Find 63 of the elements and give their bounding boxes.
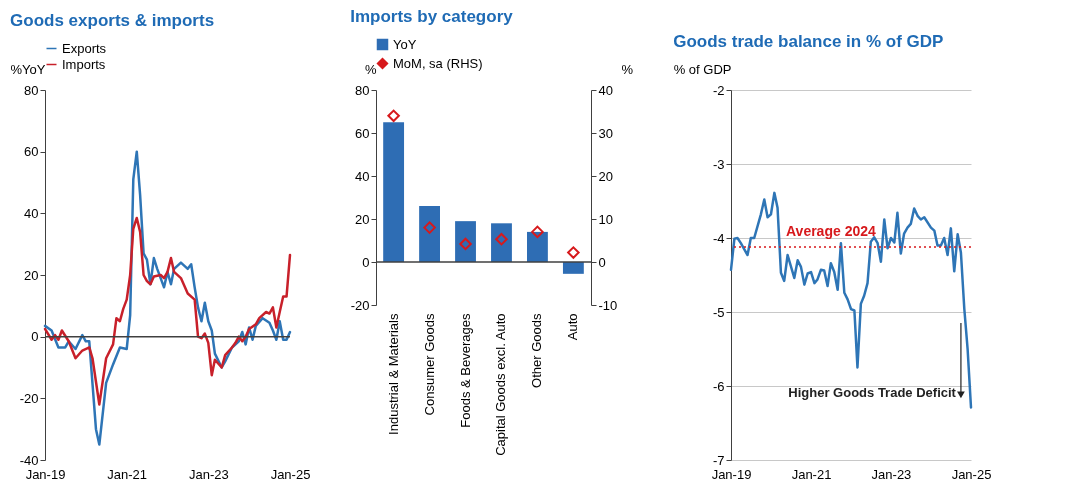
x-tick-label: Jan-19 bbox=[711, 466, 752, 482]
y-tick-label: 40 bbox=[355, 168, 370, 184]
x-tick-label: Auto bbox=[565, 313, 581, 341]
y-tick-label: -2 bbox=[712, 82, 725, 98]
bar bbox=[383, 122, 405, 262]
y2-axis-title: % bbox=[621, 61, 634, 77]
legend-label: Imports bbox=[62, 56, 106, 72]
x-tick-label: Jan-25 bbox=[951, 466, 992, 482]
legend-label: Exports bbox=[62, 40, 107, 56]
y-tick-label: 60 bbox=[24, 144, 39, 160]
y-tick-label: -3 bbox=[712, 156, 725, 172]
x-tick-label: Capital Goods excl. Auto bbox=[493, 313, 509, 456]
annotation: Higher Goods Trade Deficit bbox=[788, 385, 957, 401]
y2-tick-label: 20 bbox=[598, 168, 613, 184]
x-tick-label: Jan-23 bbox=[871, 466, 912, 482]
y-tick-label: 20 bbox=[24, 267, 39, 283]
y-tick-label: -20 bbox=[350, 297, 370, 313]
x-tick-label: Industrial & Materials bbox=[385, 313, 401, 435]
y-tick-label: -40 bbox=[19, 452, 39, 468]
bar bbox=[527, 231, 548, 262]
point bbox=[423, 221, 436, 234]
x-tick-label: Jan-21 bbox=[107, 466, 148, 482]
y-axis-title: %YoY bbox=[10, 61, 46, 77]
y-axis-title: % of GDP bbox=[673, 61, 732, 77]
bar bbox=[419, 206, 440, 262]
y2-tick-label: -10 bbox=[598, 297, 618, 313]
y-tick-label: 80 bbox=[355, 82, 370, 98]
x-tick-label: Jan-25 bbox=[270, 466, 311, 482]
point bbox=[531, 225, 544, 239]
point bbox=[387, 109, 400, 123]
y-tick-label: 0 bbox=[31, 329, 39, 345]
y-axis-title: % bbox=[364, 61, 377, 77]
x-tick-label: Consumer Goods bbox=[421, 313, 437, 416]
point bbox=[567, 246, 580, 259]
x-tick-label: Foods & Beverages bbox=[457, 313, 473, 428]
y-tick-label: -20 bbox=[19, 390, 39, 406]
x-tick-label: Jan-23 bbox=[188, 466, 229, 482]
legend-label: YoY bbox=[393, 36, 417, 52]
chart-title: Goods exports & imports bbox=[10, 11, 215, 30]
y-tick-label: 0 bbox=[362, 254, 370, 270]
y2-tick-label: 10 bbox=[598, 211, 613, 227]
ref-line-label: Average 2024 bbox=[786, 222, 876, 239]
y-tick-label: -6 bbox=[712, 378, 725, 394]
x-tick-label: Other Goods bbox=[529, 313, 545, 388]
x-tick-label: Jan-19 bbox=[25, 466, 66, 482]
chart-title: Imports by category bbox=[350, 7, 514, 26]
y-tick-label: -5 bbox=[712, 304, 725, 320]
y2-tick-label: 0 bbox=[598, 254, 606, 270]
line-series bbox=[729, 191, 973, 409]
y-tick-label: 20 bbox=[355, 211, 370, 227]
bar bbox=[491, 223, 512, 262]
y2-tick-label: 40 bbox=[598, 82, 613, 98]
chart-title: Goods trade balance in % of GDP bbox=[673, 32, 944, 51]
y-tick-label: -7 bbox=[712, 452, 725, 468]
y-tick-label: 60 bbox=[355, 125, 370, 141]
line-series bbox=[43, 216, 292, 406]
y-tick-label: -4 bbox=[712, 230, 725, 246]
y-tick-label: 80 bbox=[24, 82, 39, 98]
y-tick-label: 40 bbox=[24, 205, 39, 221]
x-tick-label: Jan-21 bbox=[791, 466, 832, 482]
y2-tick-label: 30 bbox=[598, 125, 613, 141]
bar bbox=[562, 262, 584, 274]
legend-label: MoM, sa (RHS) bbox=[393, 55, 483, 71]
